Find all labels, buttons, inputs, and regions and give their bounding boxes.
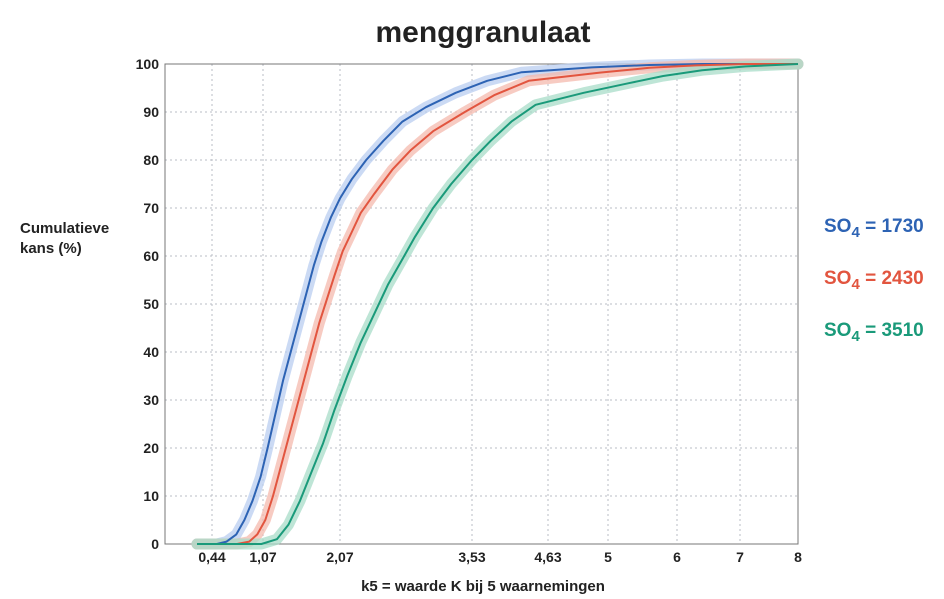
series-line-2 — [197, 63, 798, 545]
y-tick-label: 20 — [143, 440, 159, 456]
y-axis-label-line-2: kans (%) — [20, 240, 82, 257]
y-tick-label: 70 — [143, 200, 159, 216]
plot-area-frame — [164, 63, 799, 545]
y-tick-label: 40 — [143, 344, 159, 360]
x-tick-label: 2,07 — [326, 549, 353, 565]
x-tick-label: 3,53 — [458, 549, 485, 565]
y-tick-label: 90 — [143, 104, 159, 120]
y-tick-label: 50 — [143, 296, 159, 312]
legend-entry-1: SO4 = 1730 — [824, 216, 924, 241]
x-tick-label: 0,44 — [198, 549, 225, 565]
y-tick-label: 80 — [143, 152, 159, 168]
series-lines — [197, 63, 799, 545]
x-tick-label: 1,07 — [249, 549, 276, 565]
x-axis-ticks: 0,44 1,07 2,07 3,53 4,63 5 6 7 8 — [198, 549, 802, 565]
chart-title: menggranulaat — [375, 16, 590, 49]
series-line-3 — [197, 63, 799, 545]
y-tick-label: 30 — [143, 392, 159, 408]
y-tick-label: 100 — [136, 56, 160, 72]
x-tick-label: 4,63 — [534, 549, 561, 565]
y-tick-label: 0 — [151, 536, 159, 552]
x-tick-label: 8 — [794, 549, 802, 565]
y-tick-label: 10 — [143, 488, 159, 504]
legend-entry-3: SO4 = 3510 — [824, 320, 924, 345]
y-axis-ticks: 0 10 20 30 40 50 60 70 80 90 100 — [136, 56, 160, 552]
y-axis-label-line-1: Cumulatieve — [20, 220, 109, 237]
legend: SO4 = 1730 SO4 = 2430 SO4 = 3510 — [824, 216, 924, 345]
x-axis-label: k5 = waarde K bij 5 waarnemingen — [361, 578, 605, 595]
x-tick-label: 7 — [736, 549, 744, 565]
x-tick-label: 5 — [604, 549, 612, 565]
series-line-1 — [197, 63, 798, 545]
legend-entry-2: SO4 = 2430 — [824, 268, 924, 293]
y-tick-label: 60 — [143, 248, 159, 264]
x-tick-label: 6 — [673, 549, 681, 565]
